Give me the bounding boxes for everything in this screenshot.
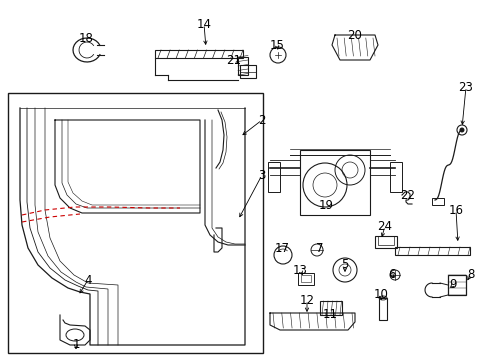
Text: 22: 22 xyxy=(400,189,415,202)
Bar xyxy=(240,65,256,78)
Text: 18: 18 xyxy=(79,32,93,45)
Text: 14: 14 xyxy=(196,18,211,31)
Bar xyxy=(378,298,386,320)
Text: 7: 7 xyxy=(316,242,323,255)
Bar xyxy=(319,301,341,315)
Text: 5: 5 xyxy=(341,258,348,271)
Text: 21: 21 xyxy=(226,54,241,67)
Text: 12: 12 xyxy=(299,293,314,306)
Bar xyxy=(299,150,369,215)
Text: 13: 13 xyxy=(292,264,307,276)
Text: 23: 23 xyxy=(458,81,472,94)
Text: 2: 2 xyxy=(258,113,265,126)
Bar xyxy=(374,236,396,248)
Bar xyxy=(301,275,310,282)
Bar xyxy=(377,236,393,245)
Text: 3: 3 xyxy=(258,168,265,181)
Text: 1: 1 xyxy=(72,338,80,351)
Bar xyxy=(8,93,263,353)
Text: 8: 8 xyxy=(467,267,474,280)
Bar xyxy=(238,57,247,75)
Text: 6: 6 xyxy=(387,269,395,282)
Bar xyxy=(394,247,469,255)
Text: 17: 17 xyxy=(274,242,289,255)
Text: 20: 20 xyxy=(347,28,362,41)
Bar xyxy=(155,50,243,58)
Text: 4: 4 xyxy=(84,274,92,287)
Circle shape xyxy=(459,127,464,132)
Bar xyxy=(447,275,465,295)
Text: 15: 15 xyxy=(269,39,284,51)
Text: 16: 16 xyxy=(447,203,463,216)
Text: 9: 9 xyxy=(448,279,456,292)
Bar xyxy=(389,162,401,192)
Bar xyxy=(431,198,443,205)
Text: 11: 11 xyxy=(322,309,337,321)
Bar xyxy=(297,273,313,285)
Bar xyxy=(267,162,280,192)
Text: 10: 10 xyxy=(373,288,387,302)
Text: 19: 19 xyxy=(318,198,333,212)
Text: 24: 24 xyxy=(377,220,392,233)
